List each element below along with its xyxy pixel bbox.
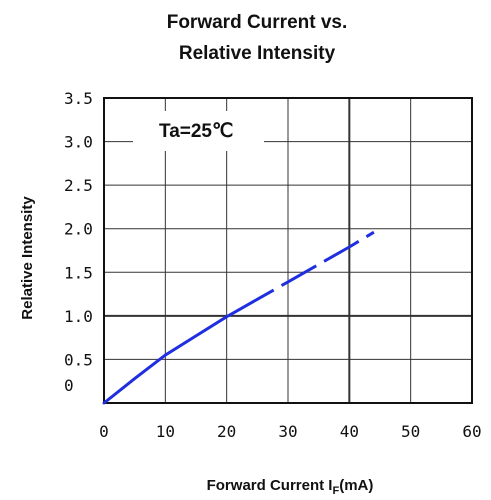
y-tick-label: 1.0: [64, 307, 93, 326]
chart-title-line-1: Forward Current vs.: [167, 12, 348, 33]
chart-title-line-2: Relative Intensity: [179, 43, 336, 64]
plot-border: [103, 97, 473, 404]
y-tick-label: 3.5: [64, 89, 93, 108]
x-tick-label: 20: [217, 422, 236, 441]
series-0-dashed-line: [238, 230, 375, 312]
series-layer: [102, 230, 375, 405]
x-tick-label: 60: [462, 422, 481, 441]
y-tick-label: 2.5: [64, 176, 93, 195]
y-tick-label: 1.5: [64, 263, 93, 282]
x-tick-label: 0: [99, 422, 109, 441]
x-tick-label: 40: [340, 422, 359, 441]
x-tick-label: 10: [156, 422, 175, 441]
y-tick-labels: 3.5 3.0 2.5 2.0 1.5 1.0 0.5 0: [64, 89, 93, 395]
y-axis-label: Relative Intensity: [19, 196, 36, 320]
x-tick-labels: 0 10 20 30 40 50 60: [99, 422, 481, 441]
y-tick-label: 0.5: [64, 350, 93, 369]
x-tick-label: 30: [278, 422, 297, 441]
y-tick-label: 2.0: [64, 220, 93, 239]
annotation-background: [133, 111, 264, 151]
x-axis-label-unit: (mA): [339, 477, 373, 494]
temperature-annotation: Ta=25℃: [159, 121, 233, 142]
x-tick-label: 50: [401, 422, 420, 441]
x-axis-label: Forward Current IF(mA): [207, 477, 374, 497]
x-axis-label-main: Forward Current I: [207, 477, 333, 494]
series-0-solid-line: [102, 308, 241, 405]
x-axis-label-subscript: F: [332, 485, 339, 497]
y-tick-label: 3.0: [64, 133, 93, 152]
y-tick-label: 0: [64, 376, 74, 395]
plot-frame: [103, 97, 473, 404]
